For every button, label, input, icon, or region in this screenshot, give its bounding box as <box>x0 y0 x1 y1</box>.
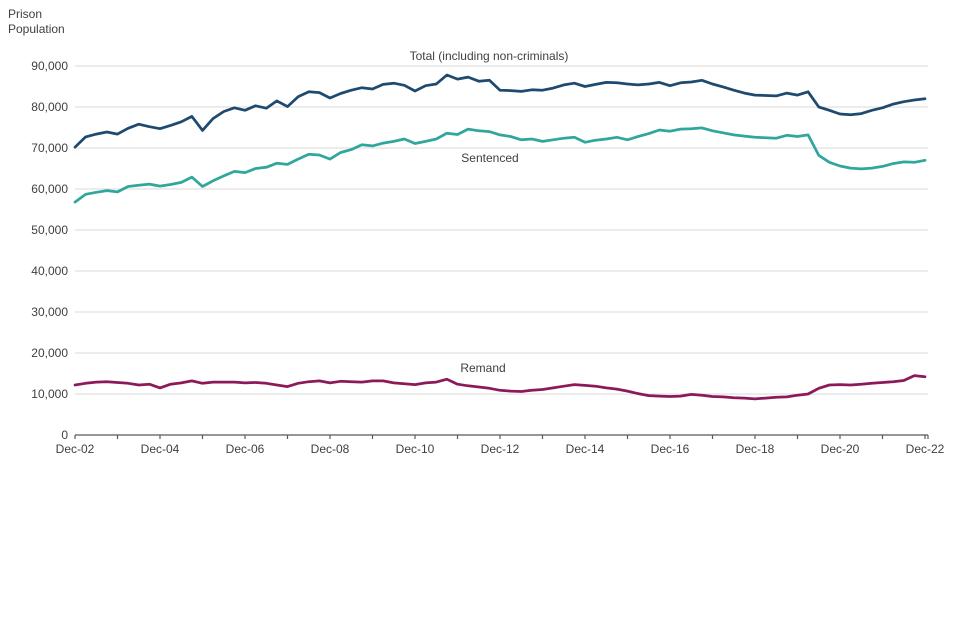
y-tick-label: 40,000 <box>31 264 68 278</box>
y-tick-label: 70,000 <box>31 141 68 155</box>
y-tick-label: 90,000 <box>31 59 68 73</box>
x-tick-label: Dec-04 <box>141 442 180 456</box>
y-tick-label: 0 <box>61 428 68 442</box>
y-axis-title-line1: Prison <box>8 7 43 21</box>
y-tick-label: 30,000 <box>31 305 68 319</box>
x-tick-label: Dec-08 <box>311 442 350 456</box>
x-tick-label: Dec-02 <box>56 442 95 456</box>
x-tick-label: Dec-20 <box>821 442 860 456</box>
series-label: Total (including non-criminals) <box>410 49 569 63</box>
y-tick-label: 60,000 <box>31 182 68 196</box>
series-label: Sentenced <box>461 151 518 165</box>
y-tick-label: 10,000 <box>31 387 68 401</box>
y-axis-title: Prison Population <box>8 7 65 37</box>
y-tick-label: 80,000 <box>31 100 68 114</box>
x-tick-label: Dec-18 <box>736 442 775 456</box>
total-line <box>73 73 927 149</box>
y-tick-label: 20,000 <box>31 346 68 360</box>
y-tick-label: 50,000 <box>31 223 68 237</box>
x-tick-label: Dec-16 <box>651 442 690 456</box>
x-tick-label: Dec-10 <box>396 442 435 456</box>
y-axis-title-line2: Population <box>8 22 65 36</box>
x-tick-label: Dec-22 <box>906 442 945 456</box>
remand-line <box>73 374 927 401</box>
sentenced-line <box>73 126 927 204</box>
x-tick-label: Dec-14 <box>566 442 605 456</box>
x-tick-label: Dec-12 <box>481 442 520 456</box>
x-tick-label: Dec-06 <box>226 442 265 456</box>
series-label: Remand <box>460 361 505 375</box>
